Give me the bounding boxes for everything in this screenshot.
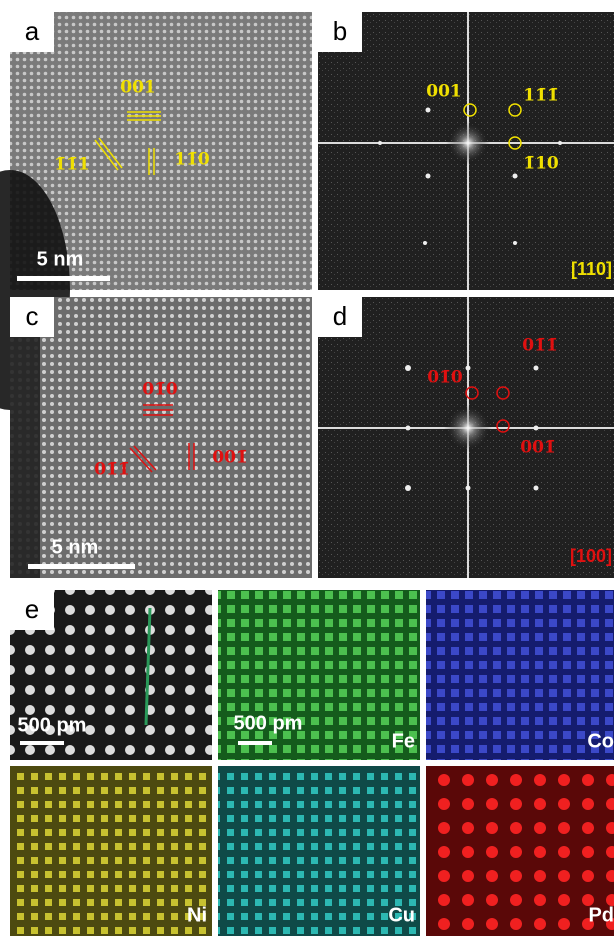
scale-bar-label: 500 pm	[18, 714, 87, 736]
panel-label: c	[26, 301, 39, 331]
annotation: 11̄1̄	[523, 86, 559, 106]
element-map	[426, 590, 614, 760]
zone-axis: [100]	[570, 546, 612, 566]
scale-bar-label: 5 nm	[37, 248, 84, 270]
scale-bar	[28, 564, 135, 569]
panel-d: d 01̄0 01̄1̄ 001̄ [100]	[318, 297, 614, 578]
scale-bar-label: 500 pm	[234, 712, 303, 734]
element-label: Co	[587, 730, 614, 752]
element-label: Fe	[392, 730, 415, 752]
annotation: 001̄	[520, 438, 556, 458]
panel-label: a	[25, 16, 40, 46]
annotation: 1̄1̄1	[54, 155, 90, 175]
zone-axis: [110]	[571, 259, 612, 279]
annotation: 01̄0	[142, 380, 178, 400]
scale-bar	[17, 276, 110, 281]
panel-c: c 01̄0 01̄1̄ 001̄ 5 nm	[10, 297, 312, 578]
panel-b: b 001 11̄1̄ 1̄10 [110]	[318, 12, 614, 290]
annotation: 11̄0	[174, 150, 210, 170]
element-label: Pd	[588, 904, 614, 926]
annotation: 01̄1̄	[522, 336, 558, 356]
annotation: 001	[426, 82, 462, 102]
panel-e: e 500 pm 500 pm Fe Co Ni Cu Pd	[10, 590, 614, 936]
element-label: Cu	[388, 904, 415, 926]
element-label: Ni	[187, 904, 207, 926]
scale-bar-label: 5 nm	[52, 536, 99, 558]
annotation: 1̄10	[523, 154, 559, 174]
element-map	[218, 590, 420, 760]
element-map	[10, 766, 212, 936]
annotation: 01̄0	[427, 368, 463, 388]
micrograph	[10, 297, 312, 578]
annotation: 001	[120, 78, 156, 98]
element-map	[426, 766, 614, 936]
element-map	[218, 766, 420, 936]
annotation: 001̄	[212, 448, 248, 468]
panel-label: e	[25, 594, 39, 624]
panel-label: b	[333, 16, 347, 46]
panel-label: d	[333, 301, 347, 331]
annotation: 01̄1̄	[94, 460, 130, 480]
